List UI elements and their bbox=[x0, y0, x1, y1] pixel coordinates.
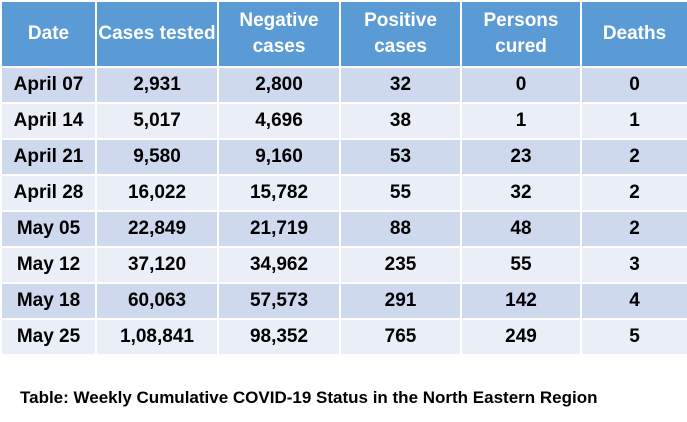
cell-negative-cases: 9,160 bbox=[217, 138, 341, 176]
cell-negative-cases: 4,696 bbox=[217, 102, 341, 140]
cell-date: April 07 bbox=[0, 66, 97, 104]
cell-deaths: 2 bbox=[580, 138, 687, 176]
column-header-persons-cured: Persons cured bbox=[460, 0, 582, 68]
cell-date: April 28 bbox=[0, 174, 97, 212]
cell-deaths: 4 bbox=[580, 282, 687, 320]
cell-deaths: 3 bbox=[580, 246, 687, 284]
cell-deaths: 1 bbox=[580, 102, 687, 140]
table-caption: Table: Weekly Cumulative COVID-19 Status… bbox=[20, 388, 598, 407]
cell-cases-tested: 9,580 bbox=[95, 138, 219, 176]
cell-date: May 25 bbox=[0, 318, 97, 356]
cell-date: April 21 bbox=[0, 138, 97, 176]
cell-deaths: 0 bbox=[580, 66, 687, 104]
cell-positive-cases: 88 bbox=[339, 210, 462, 248]
cell-negative-cases: 15,782 bbox=[217, 174, 341, 212]
cell-persons-cured: 1 bbox=[460, 102, 582, 140]
cell-persons-cured: 32 bbox=[460, 174, 582, 212]
table-row: May 25 1,08,841 98,352 765 249 5 bbox=[0, 318, 687, 356]
cell-positive-cases: 235 bbox=[339, 246, 462, 284]
cell-positive-cases: 38 bbox=[339, 102, 462, 140]
cell-cases-tested: 16,022 bbox=[95, 174, 219, 212]
column-header-cases-tested: Cases tested bbox=[95, 0, 219, 68]
table-row: May 05 22,849 21,719 88 48 2 bbox=[0, 210, 687, 248]
cell-persons-cured: 142 bbox=[460, 282, 582, 320]
table-row: April 14 5,017 4,696 38 1 1 bbox=[0, 102, 687, 140]
cell-cases-tested: 60,063 bbox=[95, 282, 219, 320]
cell-persons-cured: 249 bbox=[460, 318, 582, 356]
cell-cases-tested: 2,931 bbox=[95, 66, 219, 104]
cell-negative-cases: 34,962 bbox=[217, 246, 341, 284]
cell-positive-cases: 53 bbox=[339, 138, 462, 176]
cell-date: May 05 bbox=[0, 210, 97, 248]
cell-cases-tested: 22,849 bbox=[95, 210, 219, 248]
cell-persons-cured: 48 bbox=[460, 210, 582, 248]
cell-negative-cases: 2,800 bbox=[217, 66, 341, 104]
header-row: Date Cases tested Negative cases Positiv… bbox=[0, 0, 687, 68]
cell-date: May 18 bbox=[0, 282, 97, 320]
cell-deaths: 2 bbox=[580, 210, 687, 248]
cell-negative-cases: 57,573 bbox=[217, 282, 341, 320]
cell-positive-cases: 32 bbox=[339, 66, 462, 104]
table-row: May 18 60,063 57,573 291 142 4 bbox=[0, 282, 687, 320]
cell-negative-cases: 98,352 bbox=[217, 318, 341, 356]
cell-cases-tested: 1,08,841 bbox=[95, 318, 219, 356]
column-header-positive-cases: Positive cases bbox=[339, 0, 462, 68]
cell-positive-cases: 765 bbox=[339, 318, 462, 356]
table-row: April 07 2,931 2,800 32 0 0 bbox=[0, 66, 687, 104]
cell-deaths: 5 bbox=[580, 318, 687, 356]
cell-persons-cured: 0 bbox=[460, 66, 582, 104]
cell-date: April 14 bbox=[0, 102, 97, 140]
cell-persons-cured: 55 bbox=[460, 246, 582, 284]
column-header-deaths: Deaths bbox=[580, 0, 687, 68]
cell-negative-cases: 21,719 bbox=[217, 210, 341, 248]
table-row: April 28 16,022 15,782 55 32 2 bbox=[0, 174, 687, 212]
column-header-negative-cases: Negative cases bbox=[217, 0, 341, 68]
column-header-date: Date bbox=[0, 0, 97, 68]
table-row: April 21 9,580 9,160 53 23 2 bbox=[0, 138, 687, 176]
covid-status-table: Date Cases tested Negative cases Positiv… bbox=[0, 0, 687, 356]
cell-date: May 12 bbox=[0, 246, 97, 284]
cell-cases-tested: 37,120 bbox=[95, 246, 219, 284]
cell-positive-cases: 55 bbox=[339, 174, 462, 212]
table-body: April 07 2,931 2,800 32 0 0 April 14 5,017 4,696… bbox=[0, 66, 687, 356]
cell-cases-tested: 5,017 bbox=[95, 102, 219, 140]
table-row: May 12 37,120 34,962 235 55 3 bbox=[0, 246, 687, 284]
cell-deaths: 2 bbox=[580, 174, 687, 212]
cell-positive-cases: 291 bbox=[339, 282, 462, 320]
cell-persons-cured: 23 bbox=[460, 138, 582, 176]
